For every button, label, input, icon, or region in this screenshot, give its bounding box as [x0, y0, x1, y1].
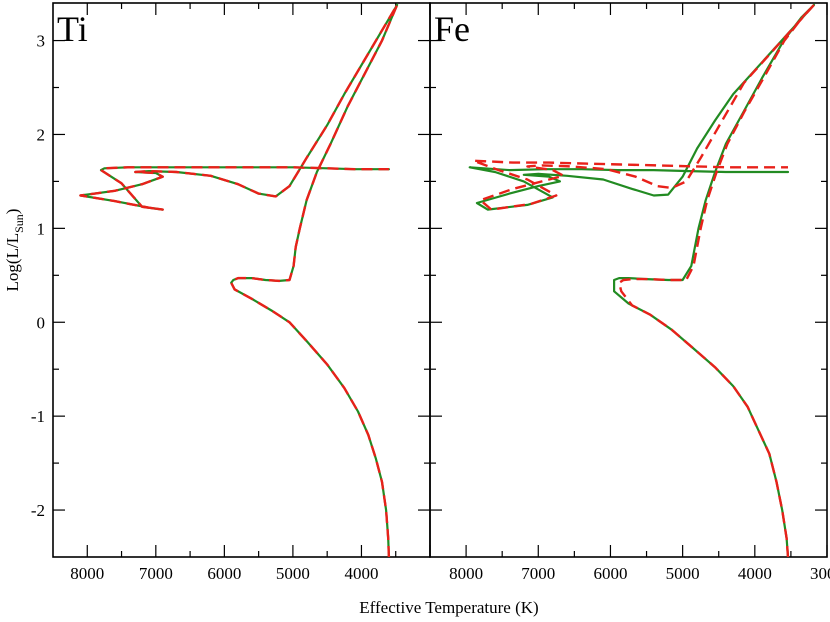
y-tick-label: -1	[31, 407, 45, 426]
y-tick-label: 3	[37, 32, 46, 51]
x-tick-label: 6000	[207, 564, 241, 583]
x-tick-label: 3000	[810, 564, 830, 583]
x-tick-label: 5000	[276, 564, 310, 583]
x-tick-label: 7000	[521, 564, 555, 583]
y-axis-title: Log(L/LSun)	[3, 209, 26, 292]
plot-frame	[429, 2, 828, 558]
plot-frame	[52, 2, 431, 558]
panel-fe: 8000 7000 6000 5000 4000 3000 Fe	[429, 2, 830, 583]
svg-text:Log(L/LSun): Log(L/LSun)	[3, 209, 26, 292]
y-axis-title-sub: Sun	[12, 214, 26, 233]
y-axis-title-main: Log(L/L	[3, 233, 22, 292]
y-axis-title-close: )	[3, 209, 22, 215]
x-tick-label: 4000	[344, 564, 378, 583]
x-tick-label: 6000	[593, 564, 627, 583]
x-tick-label: 8000	[449, 564, 483, 583]
y-tick-label: -2	[31, 501, 45, 520]
panel-ti: 8000 7000 6000 5000 4000 -2 -1 0 1 2 3 Ti	[31, 2, 431, 583]
y-tick-label: 1	[37, 219, 46, 238]
shared-axes: Effective Temperature (K) Log(L/LSun)	[3, 209, 539, 617]
y-tick-label: 0	[37, 313, 46, 332]
panel-title: Fe	[434, 9, 470, 49]
x-tick-label: 7000	[139, 564, 173, 583]
series-solid-line	[468, 3, 816, 557]
x-tick-label: 4000	[738, 564, 772, 583]
series-dashed-line	[79, 3, 399, 557]
x-tick-label: 8000	[70, 564, 104, 583]
y-tick-label: 2	[37, 125, 46, 144]
panel-title: Ti	[57, 9, 88, 49]
x-tick-label: 5000	[666, 564, 700, 583]
series-dashed-line	[472, 3, 816, 557]
x-axis-title: Effective Temperature (K)	[359, 598, 538, 617]
series-solid-line	[79, 3, 399, 557]
